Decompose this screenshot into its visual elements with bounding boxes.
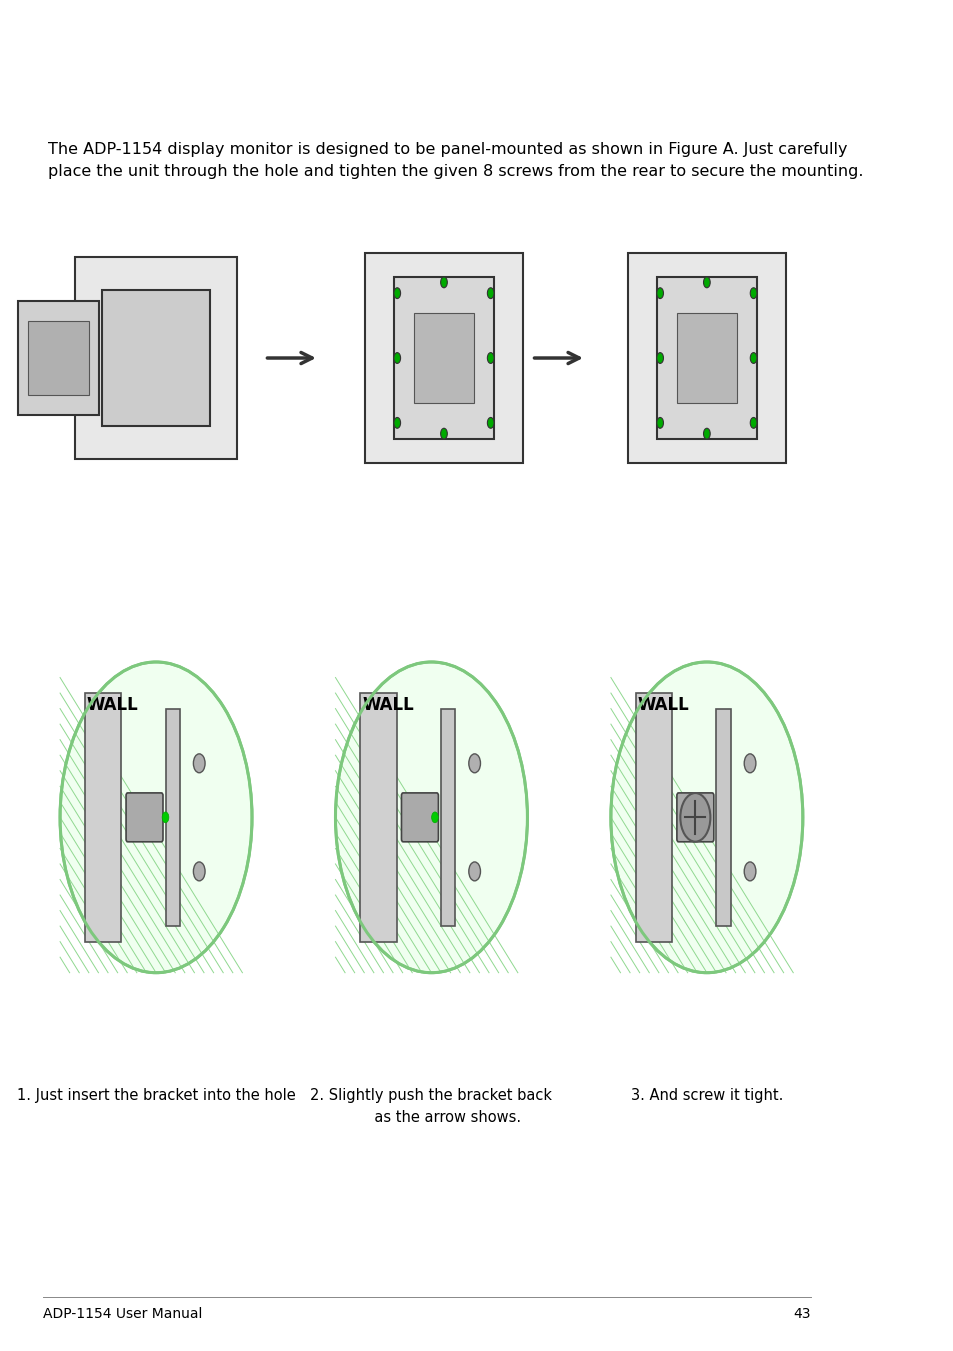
Text: ADP-1154 User Manual: ADP-1154 User Manual <box>43 1308 203 1321</box>
Circle shape <box>394 288 400 299</box>
FancyBboxPatch shape <box>401 793 438 842</box>
FancyBboxPatch shape <box>676 313 736 403</box>
Circle shape <box>749 353 756 363</box>
Circle shape <box>193 754 205 773</box>
FancyBboxPatch shape <box>636 693 672 942</box>
Circle shape <box>487 353 494 363</box>
Circle shape <box>487 417 494 428</box>
FancyBboxPatch shape <box>656 277 756 439</box>
FancyBboxPatch shape <box>166 708 180 927</box>
Text: WALL: WALL <box>362 697 414 715</box>
Circle shape <box>610 662 802 973</box>
Circle shape <box>162 812 169 823</box>
FancyBboxPatch shape <box>627 254 785 463</box>
Circle shape <box>743 862 755 881</box>
FancyBboxPatch shape <box>440 708 455 927</box>
Text: The ADP-1154 display monitor is designed to be panel-mounted as shown in Figure : The ADP-1154 display monitor is designed… <box>48 142 862 180</box>
Circle shape <box>431 812 437 823</box>
FancyBboxPatch shape <box>18 301 99 416</box>
FancyBboxPatch shape <box>126 793 163 842</box>
FancyBboxPatch shape <box>716 708 730 927</box>
Text: 3. And screw it tight.: 3. And screw it tight. <box>630 1088 782 1102</box>
Circle shape <box>702 277 709 288</box>
Circle shape <box>440 277 447 288</box>
FancyBboxPatch shape <box>364 254 522 463</box>
Circle shape <box>394 417 400 428</box>
Text: 43: 43 <box>793 1308 810 1321</box>
Text: WALL: WALL <box>638 697 689 715</box>
Text: WALL: WALL <box>87 697 138 715</box>
FancyBboxPatch shape <box>414 313 474 403</box>
Circle shape <box>193 862 205 881</box>
Circle shape <box>335 662 527 973</box>
Circle shape <box>60 662 252 973</box>
Circle shape <box>749 288 756 299</box>
FancyBboxPatch shape <box>360 693 396 942</box>
Circle shape <box>656 353 662 363</box>
Circle shape <box>656 417 662 428</box>
FancyBboxPatch shape <box>85 693 121 942</box>
FancyBboxPatch shape <box>102 290 210 426</box>
Circle shape <box>468 754 480 773</box>
Circle shape <box>468 862 480 881</box>
FancyBboxPatch shape <box>28 320 89 396</box>
Circle shape <box>487 288 494 299</box>
Circle shape <box>749 417 756 428</box>
Circle shape <box>656 288 662 299</box>
FancyBboxPatch shape <box>677 793 713 842</box>
Text: 2. Slightly push the bracket back
       as the arrow shows.: 2. Slightly push the bracket back as the… <box>310 1088 552 1125</box>
Circle shape <box>679 793 710 842</box>
Circle shape <box>702 428 709 439</box>
Circle shape <box>394 353 400 363</box>
Text: 1. Just insert the bracket into the hole: 1. Just insert the bracket into the hole <box>16 1088 295 1102</box>
FancyBboxPatch shape <box>74 257 237 459</box>
Circle shape <box>440 428 447 439</box>
FancyBboxPatch shape <box>394 277 494 439</box>
Circle shape <box>743 754 755 773</box>
